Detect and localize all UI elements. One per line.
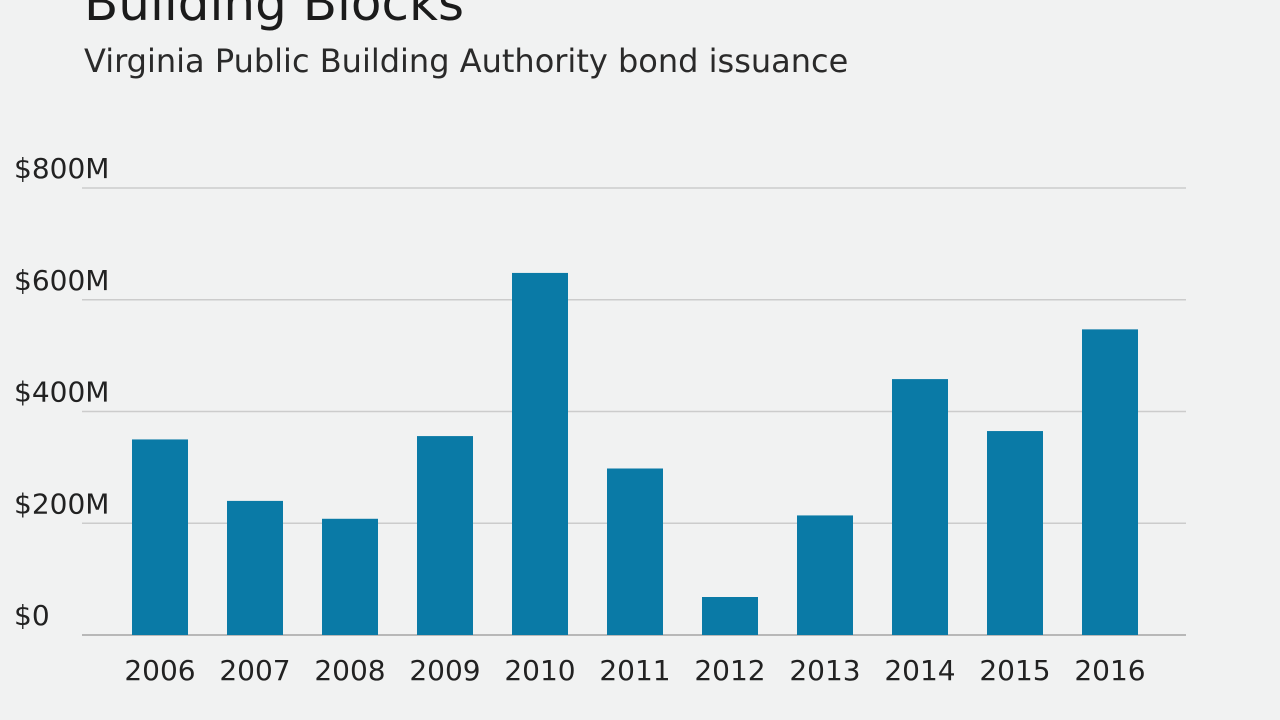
- x-tick-label: 2011: [599, 654, 670, 687]
- x-tick-label: 2010: [504, 654, 575, 687]
- y-axis-tick-labels: $0 $200M $400M $600M $800M: [14, 152, 109, 632]
- bar-2016: [1082, 329, 1138, 635]
- x-tick-label: 2006: [124, 654, 195, 687]
- x-tick-label: 2008: [314, 654, 385, 687]
- chart-subtitle: Virginia Public Building Authority bond …: [84, 42, 849, 80]
- bar-2010: [512, 272, 568, 635]
- x-tick-label: 2009: [409, 654, 480, 687]
- x-tick-label: 2016: [1074, 654, 1145, 687]
- x-tick-label: 2013: [789, 654, 860, 687]
- x-tick-label: 2007: [219, 654, 290, 687]
- x-tick-label: 2015: [979, 654, 1050, 687]
- bar-2015: [987, 431, 1043, 635]
- y-tick-label: $400M: [14, 376, 109, 409]
- y-tick-label: $200M: [14, 487, 109, 520]
- bar-2014: [892, 379, 948, 635]
- bar-2007: [227, 500, 283, 635]
- bar-2013: [797, 515, 853, 635]
- y-tick-label: $0: [14, 599, 50, 632]
- x-tick-label: 2012: [694, 654, 765, 687]
- bars: [132, 272, 1138, 635]
- chart-title: Building Blocks: [84, 0, 465, 32]
- y-tick-label: $600M: [14, 264, 109, 297]
- x-axis-tick-labels: 2006 2007 2008 2009 2010 2011 2012 2013 2014 2015…: [124, 654, 1145, 687]
- bar-2012: [702, 597, 758, 635]
- bar-2009: [417, 436, 473, 635]
- x-tick-label: 2014: [884, 654, 955, 687]
- bar-2008: [322, 518, 378, 635]
- bar-2011: [607, 468, 663, 635]
- bar-2006: [132, 439, 188, 635]
- y-tick-label: $800M: [14, 152, 109, 185]
